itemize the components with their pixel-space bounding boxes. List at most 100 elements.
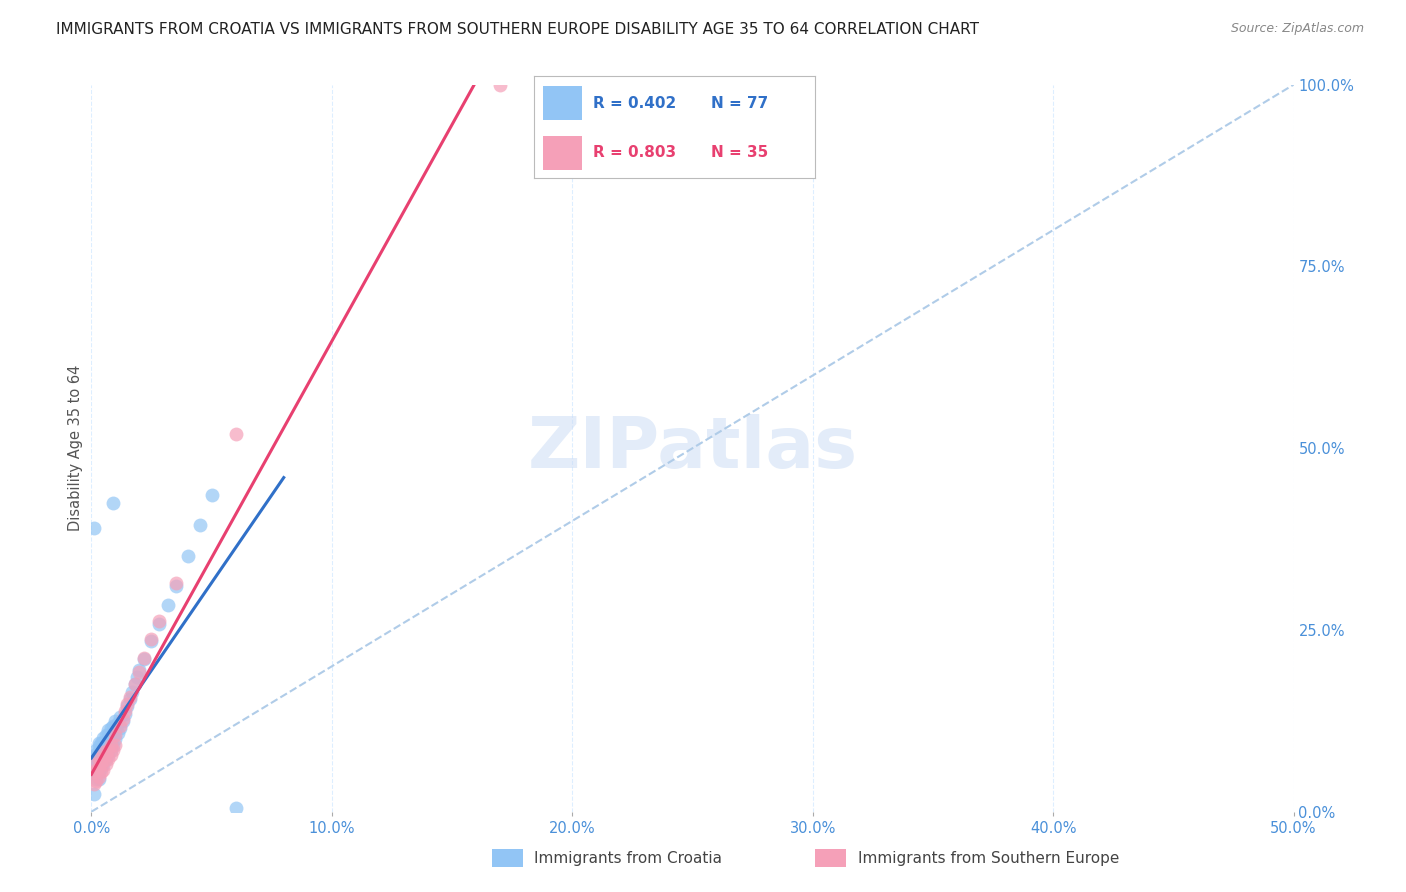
Point	[225, 801, 247, 815]
Point	[100, 736, 122, 750]
Point	[90, 745, 112, 759]
Point	[101, 719, 124, 733]
Point	[148, 614, 170, 628]
Point	[176, 549, 198, 563]
Point	[83, 754, 105, 768]
Point	[225, 426, 247, 441]
Point	[83, 761, 105, 775]
Point	[100, 743, 122, 757]
Point	[489, 78, 512, 92]
Point	[104, 723, 127, 738]
Point	[87, 770, 110, 784]
Point	[83, 764, 105, 779]
Point	[90, 750, 112, 764]
Point	[110, 710, 132, 724]
Point	[101, 728, 124, 742]
Point	[97, 743, 120, 757]
Point	[94, 740, 117, 755]
Point	[87, 752, 110, 766]
Point	[104, 738, 127, 752]
Point	[94, 757, 117, 772]
Point	[87, 759, 110, 773]
Point	[114, 706, 136, 721]
Point	[141, 632, 163, 646]
Point	[87, 754, 110, 768]
Point	[97, 752, 120, 766]
Point	[83, 764, 105, 779]
Point	[118, 690, 141, 704]
Point	[128, 665, 150, 680]
Point	[110, 719, 132, 733]
Point	[84, 757, 107, 772]
Point	[93, 763, 115, 777]
Point	[87, 764, 110, 779]
Point	[121, 685, 143, 699]
Point	[165, 579, 187, 593]
Point	[100, 721, 122, 735]
Point	[107, 726, 129, 740]
Point	[157, 598, 180, 612]
Point	[188, 517, 211, 532]
Point	[104, 728, 127, 742]
Point	[93, 752, 115, 766]
Point	[134, 650, 156, 665]
Point	[84, 754, 107, 768]
Point	[90, 740, 112, 755]
Point	[114, 705, 136, 719]
Point	[84, 772, 107, 786]
Point	[87, 772, 110, 786]
Point	[134, 652, 156, 666]
Point	[124, 677, 146, 691]
Point	[111, 714, 134, 728]
Point	[97, 723, 120, 738]
Point	[83, 521, 105, 535]
Text: Immigrants from Southern Europe: Immigrants from Southern Europe	[858, 851, 1119, 865]
Text: R = 0.803: R = 0.803	[593, 145, 676, 160]
Point	[94, 752, 117, 766]
Y-axis label: Disability Age 35 to 64: Disability Age 35 to 64	[67, 365, 83, 532]
Point	[94, 728, 117, 742]
Point	[165, 575, 187, 590]
Point	[128, 663, 150, 677]
Point	[87, 747, 110, 761]
Point	[104, 731, 127, 746]
Point	[84, 774, 107, 789]
Point	[104, 714, 127, 728]
Text: Immigrants from Croatia: Immigrants from Croatia	[534, 851, 723, 865]
Point	[84, 761, 107, 775]
FancyBboxPatch shape	[543, 87, 582, 120]
Point	[148, 617, 170, 632]
Point	[94, 747, 117, 761]
Point	[141, 633, 163, 648]
Text: R = 0.402: R = 0.402	[593, 95, 676, 111]
Point	[97, 743, 120, 757]
Point	[101, 738, 124, 752]
Point	[93, 736, 115, 750]
Point	[87, 750, 110, 764]
Point	[101, 743, 124, 757]
Point	[93, 740, 115, 755]
Point	[124, 677, 146, 691]
Point	[94, 736, 117, 750]
Point	[84, 763, 107, 777]
Point	[93, 747, 115, 761]
Point	[87, 736, 110, 750]
Point	[90, 756, 112, 770]
Point	[83, 750, 105, 764]
Point	[83, 757, 105, 772]
Text: N = 35: N = 35	[711, 145, 769, 160]
Point	[87, 757, 110, 772]
Point	[100, 728, 122, 742]
Point	[97, 747, 120, 762]
Text: Source: ZipAtlas.com: Source: ZipAtlas.com	[1230, 22, 1364, 36]
Point	[97, 736, 120, 750]
Point	[84, 768, 107, 782]
Text: N = 77: N = 77	[711, 95, 769, 111]
FancyBboxPatch shape	[543, 136, 582, 170]
Point	[111, 712, 134, 726]
Text: IMMIGRANTS FROM CROATIA VS IMMIGRANTS FROM SOUTHERN EUROPE DISABILITY AGE 35 TO : IMMIGRANTS FROM CROATIA VS IMMIGRANTS FR…	[56, 22, 979, 37]
Point	[87, 739, 110, 754]
Point	[90, 764, 112, 779]
Point	[117, 699, 139, 714]
Point	[90, 761, 112, 775]
